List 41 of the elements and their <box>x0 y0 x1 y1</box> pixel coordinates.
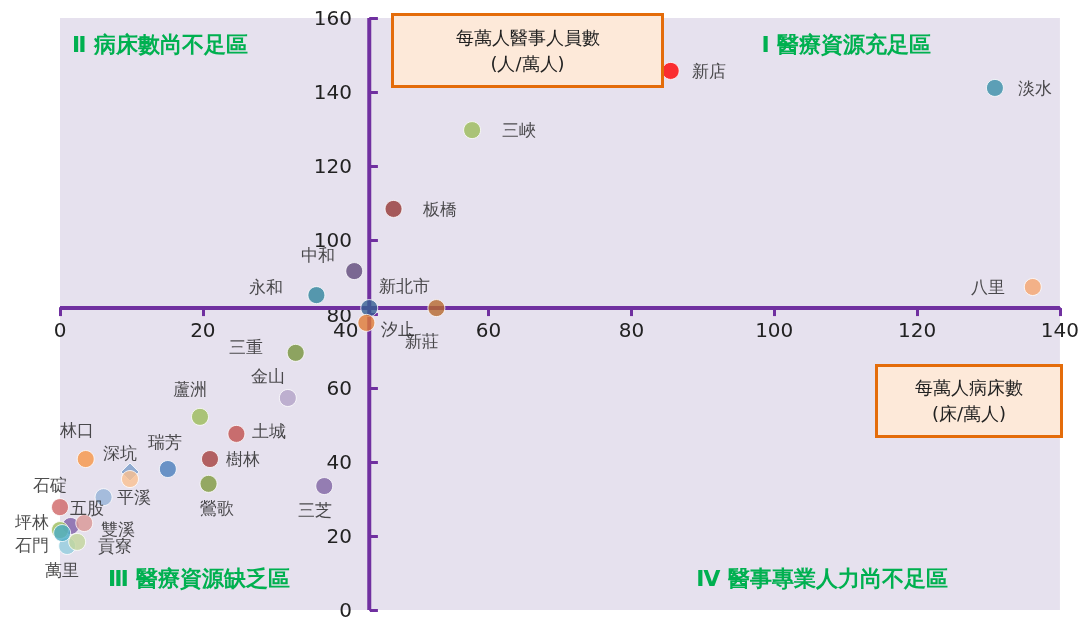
x-tick-label: 0 <box>53 318 67 343</box>
y-tick-label: 140 <box>313 80 352 104</box>
series-label: 金山 <box>250 365 285 386</box>
series-label: 坪林 <box>14 512 49 533</box>
series-label: 淡水 <box>1017 77 1052 98</box>
series-label: 平溪 <box>116 487 151 508</box>
series-label: 林口 <box>58 420 94 441</box>
annotation: Ⅱ 病床數尚不足區 <box>72 31 249 57</box>
series-label: 新北市 <box>378 276 430 297</box>
series-label: 板橋 <box>421 198 457 219</box>
series-label: 鶯歌 <box>199 497 234 518</box>
y-tick-label: 160 <box>313 6 352 30</box>
series-label: 永和 <box>249 277 284 298</box>
series-label: 新店 <box>691 60 726 81</box>
x-tick-label: 80 <box>618 318 645 343</box>
series-label: 石碇 <box>33 475 67 496</box>
annotation: Ⅰ 醫療資源充足區 <box>761 31 932 57</box>
x-tick-label: 140 <box>1040 318 1080 343</box>
x-tick-label: 100 <box>755 318 794 343</box>
annotation: Ⅳ 醫事專業人力尚不足區 <box>696 565 949 591</box>
x-tick-label: 20 <box>190 318 216 343</box>
series-label: 瑞芳 <box>147 432 182 453</box>
series-label: 三峽 <box>502 120 537 141</box>
series-label: 八里 <box>970 276 1005 297</box>
x-tick-label: 120 <box>897 318 937 343</box>
y-tick-label: 120 <box>313 154 352 178</box>
series-label: 萬里 <box>45 559 80 580</box>
x-tick-label: 60 <box>475 318 502 343</box>
series-label: 石門 <box>15 535 50 556</box>
y-tick-label: 60 <box>326 376 352 400</box>
y-tick-label: 20 <box>326 524 352 548</box>
y-tick-label: 0 <box>339 598 352 621</box>
series-label: 三重 <box>228 336 263 357</box>
annotation: Ⅲ 醫療資源缺乏區 <box>108 565 291 591</box>
series-label: 樹林 <box>225 449 260 470</box>
series-label: 三芝 <box>298 500 333 521</box>
series-label: 五股 <box>69 498 104 519</box>
series-label: 深坑 <box>102 443 137 464</box>
y-tick-label: 40 <box>326 450 352 474</box>
series-label: 蘆洲 <box>172 378 207 399</box>
series-label: 土城 <box>252 420 287 441</box>
